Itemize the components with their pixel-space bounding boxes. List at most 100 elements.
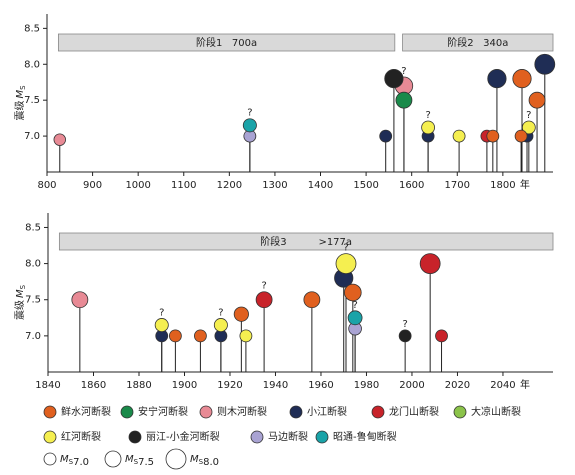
phase-label: 阶段2 340a — [447, 36, 508, 49]
legend-size-label: MS7.0 — [60, 454, 89, 468]
legend-label: 安宁河断裂 — [138, 405, 188, 418]
event-marker — [486, 129, 500, 143]
legend-label: 红河断裂 — [61, 430, 101, 443]
event-marker — [242, 118, 257, 133]
x-tick-label: 2000 — [399, 380, 424, 391]
legend-swatch — [289, 405, 303, 419]
symbol-subscript: S — [199, 458, 204, 466]
symbol-subscript: S — [69, 458, 74, 466]
x-tick-label: 1000 — [125, 180, 150, 191]
x-tick-label: 1200 — [217, 180, 242, 191]
event-marker — [344, 283, 362, 302]
x-tick-label: 1100 — [171, 180, 196, 191]
x-tick-label: 1500 — [353, 180, 378, 191]
legend-label: 龙门山断裂 — [389, 405, 439, 418]
event-marker — [168, 329, 182, 343]
legend-size-label: MS7.5 — [125, 454, 154, 468]
x-tick-label: 1880 — [126, 380, 151, 391]
legend-swatch — [453, 405, 467, 419]
legend-label: 小江断裂 — [307, 405, 347, 418]
phase-bar — [402, 33, 554, 52]
x-tick-label: 800 — [37, 180, 56, 191]
y-tick-label: 7.5 — [24, 95, 40, 106]
x-tick-label: 1600 — [399, 180, 424, 191]
uncertain-note: ? — [343, 243, 348, 254]
event-marker — [213, 318, 228, 333]
legend-swatch — [315, 430, 329, 444]
event-marker — [154, 318, 169, 333]
symbol-letter: M — [125, 454, 134, 465]
x-tick-label: 1700 — [445, 180, 470, 191]
event-marker — [398, 329, 412, 343]
legend-size-value: 7.5 — [138, 457, 154, 468]
event-marker — [379, 129, 393, 143]
legend-swatch — [128, 430, 142, 444]
legend-label: 丽江-小金河断裂 — [146, 430, 220, 443]
y-axis-title-text: 震级 — [14, 300, 26, 320]
legend-swatch — [371, 405, 385, 419]
uncertain-note: ? — [247, 108, 252, 119]
legend-label: 大凉山断裂 — [471, 405, 521, 418]
x-tick-label: 1980 — [354, 380, 379, 391]
legend-size-value: 7.0 — [73, 457, 89, 468]
legend-swatch — [199, 405, 213, 419]
symbol-letter: M — [15, 289, 26, 298]
event-marker — [528, 91, 546, 109]
event-marker — [521, 120, 536, 135]
x-tick-label: 1960 — [308, 380, 333, 391]
x-tick-label: 1400 — [308, 180, 333, 191]
y-axis-title-text: 震级 — [14, 101, 26, 121]
phase-label: 阶段3 >177a — [260, 235, 352, 248]
event-marker — [514, 129, 528, 143]
legend-size-marker — [43, 452, 57, 466]
y-tick-label: 7.0 — [24, 131, 40, 142]
y-tick-label: 7.0 — [25, 331, 41, 342]
event-marker — [487, 69, 507, 89]
event-marker — [194, 329, 207, 343]
legend-label: 则木河断裂 — [217, 405, 267, 418]
legend-label: 昭通-鲁甸断裂 — [333, 430, 397, 443]
symbol-subscript: S — [19, 284, 27, 289]
x-tick-label: 1800 — [490, 180, 515, 191]
uncertain-note: ? — [425, 110, 430, 121]
symbol-subscript: S — [19, 85, 27, 90]
x-tick-label: 1940 — [263, 380, 288, 391]
x-tick-label: 2020 — [445, 380, 470, 391]
y-tick-label: 7.5 — [25, 295, 41, 306]
x-tick-label: 900 — [83, 180, 102, 191]
uncertain-note: ? — [261, 281, 266, 292]
uncertain-note: ? — [402, 319, 407, 330]
symbol-letter: M — [60, 454, 69, 465]
event-marker — [419, 253, 441, 274]
phase-label: 阶段1 700a — [196, 36, 257, 49]
event-marker — [452, 129, 466, 143]
event-marker — [233, 306, 249, 322]
event-marker — [71, 291, 89, 309]
x-axis-label: 年 — [520, 378, 530, 391]
legend-size-marker — [104, 450, 122, 468]
legend-swatch — [250, 430, 264, 444]
legend-label: 鲜水河断裂 — [61, 405, 111, 418]
x-tick-label: 1900 — [172, 380, 197, 391]
legend-label: 马边断裂 — [268, 430, 308, 443]
event-marker — [335, 253, 357, 274]
legend-swatch — [43, 405, 57, 419]
event-marker — [347, 310, 363, 326]
legend-swatch — [120, 405, 134, 419]
symbol-letter: M — [15, 90, 26, 99]
event-marker — [303, 291, 321, 309]
y-axis-title: 震级 MS — [14, 85, 27, 121]
uncertain-note: ? — [218, 307, 223, 318]
y-axis-title: 震级 MS — [14, 284, 27, 320]
legend-size-value: 8.0 — [203, 457, 219, 468]
event-marker — [435, 329, 448, 343]
event-marker — [255, 291, 273, 309]
event-marker — [512, 69, 532, 89]
x-axis-label: 年 — [520, 178, 530, 191]
phase-bar — [57, 33, 396, 52]
symbol-letter: M — [190, 454, 199, 465]
uncertain-note: ? — [401, 66, 406, 77]
legend-size-marker — [165, 448, 187, 470]
x-tick-label: 1920 — [217, 380, 242, 391]
